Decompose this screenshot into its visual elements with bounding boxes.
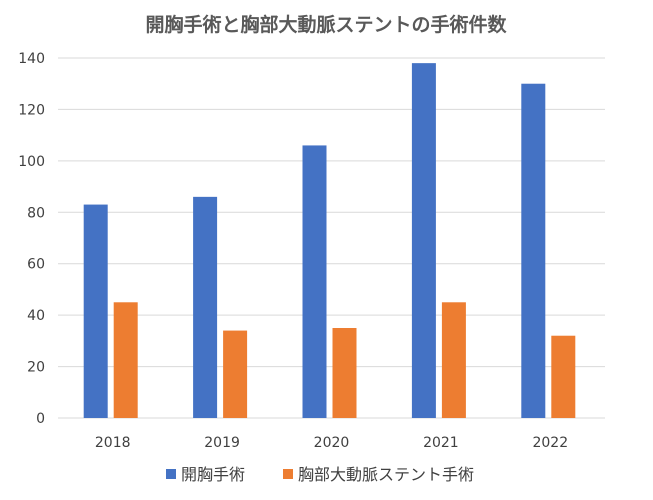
legend: 開胸手術 胸部大動脈ステント手術 xyxy=(166,465,474,484)
y-tick-label: 140 xyxy=(18,51,45,67)
bar-thoracic-aortic-stent-2018 xyxy=(113,302,138,418)
y-tick-label: 60 xyxy=(27,257,45,273)
y-tick-label: 0 xyxy=(36,411,45,427)
y-tick-label: 80 xyxy=(27,205,45,221)
bar-thoracic-aortic-stent-2020 xyxy=(332,328,357,418)
x-tick-label: 2018 xyxy=(95,435,131,451)
bar-thoracic-aortic-stent-2019 xyxy=(223,330,248,418)
gridlines xyxy=(58,57,605,419)
x-tick-label: 2020 xyxy=(314,435,350,451)
legend-swatch xyxy=(283,469,293,479)
x-axis-tick-labels: 2018 2019 2020 2021 2022 xyxy=(95,435,568,451)
x-tick-label: 2022 xyxy=(532,435,568,451)
x-tick-label: 2021 xyxy=(423,435,459,451)
x-tick-label: 2019 xyxy=(204,435,240,451)
y-tick-label: 100 xyxy=(18,154,45,170)
y-tick-label: 120 xyxy=(18,102,45,118)
bar-open-chest-surgery-2019 xyxy=(193,196,218,418)
chart-title: 開胸手術と胸部大動脈ステントの手術件数 xyxy=(145,13,507,36)
bar-thoracic-aortic-stent-2022 xyxy=(551,335,576,418)
bar-open-chest-surgery-2020 xyxy=(302,145,327,418)
y-tick-label: 20 xyxy=(27,360,45,376)
legend-label: 開胸手術 xyxy=(181,465,245,484)
bars xyxy=(83,63,576,419)
y-tick-label: 40 xyxy=(27,308,45,324)
bar-open-chest-surgery-2022 xyxy=(521,83,546,418)
y-axis-tick-labels: 0 20 40 60 80 100 120 140 xyxy=(18,51,45,427)
bar-thoracic-aortic-stent-2021 xyxy=(441,302,466,418)
bar-open-chest-surgery-2021 xyxy=(411,63,436,419)
legend-label: 胸部大動脈ステント手術 xyxy=(298,465,474,484)
legend-swatch xyxy=(166,469,176,479)
bar-open-chest-surgery-2018 xyxy=(83,204,108,418)
